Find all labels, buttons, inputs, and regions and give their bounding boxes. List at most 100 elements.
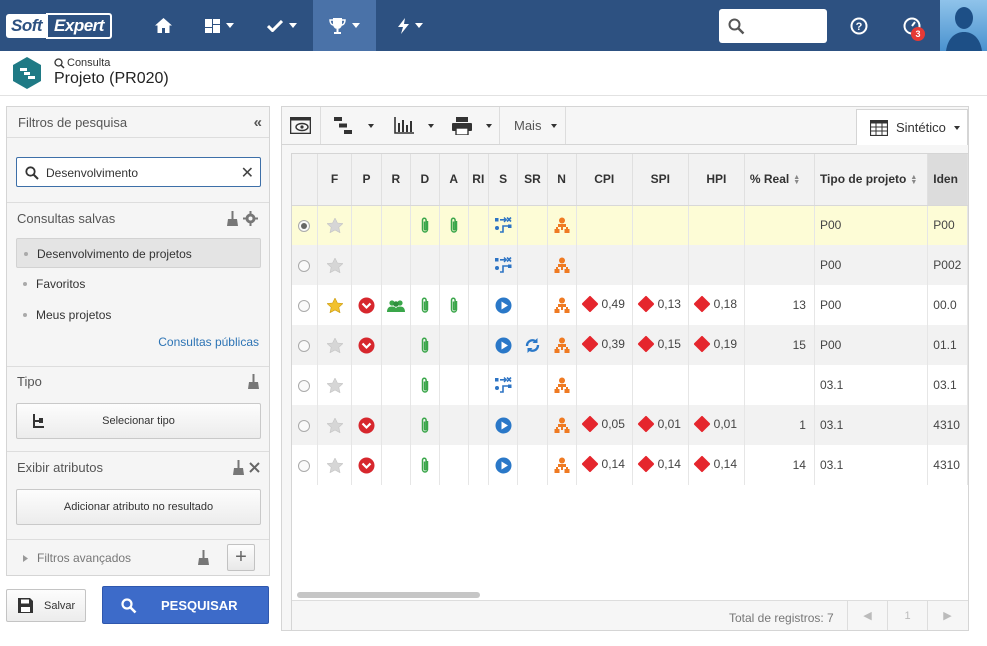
favorite-cell[interactable] [317, 245, 353, 285]
attachments-cell[interactable] [439, 325, 469, 365]
table-row[interactable]: 0,39 0,15 0,19 15 P00 01.1 [292, 325, 968, 365]
row-radio[interactable] [298, 259, 311, 272]
table-row[interactable]: 0,14 0,14 0,14 14 03.1 4310 [292, 445, 968, 485]
add-attribute-button[interactable]: Adicionar atributo no resultado [16, 489, 261, 525]
column-header[interactable]: S [488, 154, 519, 206]
column-header[interactable]: CPI [576, 154, 633, 206]
attachments-cell[interactable] [439, 205, 469, 245]
favorite-cell[interactable] [317, 205, 353, 245]
broom-icon[interactable] [248, 374, 259, 389]
attachment-icon[interactable] [420, 456, 430, 474]
print-button[interactable] [452, 107, 492, 144]
softexpert-logo[interactable]: Soft Expert [6, 12, 112, 39]
advanced-filters[interactable]: Filtros avançados + [7, 541, 269, 575]
row-select[interactable] [292, 405, 318, 445]
gear-icon[interactable] [243, 211, 258, 226]
row-select[interactable] [292, 245, 318, 285]
star-icon[interactable] [326, 377, 343, 393]
star-icon[interactable] [326, 297, 343, 313]
tasks-menu[interactable] [256, 0, 308, 51]
row-radio[interactable] [298, 299, 311, 312]
row-select[interactable] [292, 445, 318, 485]
filter-search-input[interactable]: Desenvolvimento ✕ [16, 157, 261, 187]
row-radio[interactable] [298, 419, 311, 432]
hierarchy-view-button[interactable] [334, 107, 374, 144]
row-select[interactable] [292, 365, 318, 405]
documents-cell[interactable] [410, 325, 440, 365]
broom-icon[interactable] [227, 211, 238, 226]
column-header[interactable]: HPI [688, 154, 745, 206]
avatar[interactable] [940, 0, 987, 51]
notifications-button[interactable] [898, 0, 926, 51]
documents-cell[interactable] [410, 445, 440, 485]
documents-cell[interactable] [410, 285, 440, 325]
attachments-cell[interactable] [439, 245, 469, 285]
star-icon[interactable] [326, 257, 343, 273]
attachment-icon[interactable] [420, 416, 430, 434]
attachments-cell[interactable] [439, 365, 469, 405]
column-header[interactable]: F [317, 154, 353, 206]
star-icon[interactable] [326, 417, 343, 433]
row-select[interactable] [292, 325, 318, 365]
favorite-cell[interactable] [317, 325, 353, 365]
broom-icon[interactable] [198, 550, 209, 565]
attachment-icon[interactable] [449, 296, 459, 314]
column-header[interactable]: D [410, 154, 440, 206]
row-select[interactable] [292, 285, 318, 325]
next-page-button[interactable]: ▶ [927, 601, 967, 630]
favorite-cell[interactable] [317, 285, 353, 325]
attachments-cell[interactable] [439, 285, 469, 325]
chart-button[interactable] [394, 107, 434, 144]
row-radio[interactable] [298, 220, 311, 233]
global-search-input[interactable] [719, 9, 827, 43]
more-button[interactable]: Mais [514, 107, 558, 144]
dashboard-menu[interactable] [194, 0, 244, 51]
star-icon[interactable] [326, 457, 343, 473]
saved-query-item[interactable]: Favoritos [16, 269, 261, 299]
attachments-cell[interactable] [439, 445, 469, 485]
table-row[interactable]: P00 P002 [292, 245, 968, 285]
favorite-cell[interactable] [317, 445, 353, 485]
documents-cell[interactable] [410, 365, 440, 405]
clear-icon[interactable]: ✕ [240, 165, 254, 182]
table-row[interactable]: P00 P00 [292, 205, 968, 245]
table-row[interactable]: 0,49 0,13 0,18 13 P00 00.0 [292, 285, 968, 325]
actions-menu[interactable] [388, 0, 432, 51]
search-button[interactable]: PESQUISAR [102, 586, 269, 624]
attachment-icon[interactable] [449, 217, 459, 234]
column-header[interactable]: P [351, 154, 382, 206]
trophy-menu[interactable] [313, 0, 376, 51]
save-button[interactable]: Salvar [6, 589, 86, 622]
star-icon[interactable] [326, 337, 343, 353]
favorite-cell[interactable] [317, 405, 353, 445]
column-header[interactable]: SPI [632, 154, 689, 206]
home-button[interactable] [146, 0, 180, 51]
column-header[interactable]: N [547, 154, 577, 206]
view-mode-tab[interactable]: Sintético [856, 109, 968, 145]
saved-query-item[interactable]: Meus projetos [16, 300, 261, 330]
horizontal-scrollbar[interactable] [297, 592, 480, 598]
attachment-icon[interactable] [420, 336, 430, 354]
add-filter-button[interactable]: + [227, 544, 255, 571]
row-radio[interactable] [298, 339, 311, 352]
attachment-icon[interactable] [420, 376, 430, 394]
table-row[interactable]: 0,05 0,01 0,01 1 03.1 4310 [292, 405, 968, 445]
column-header[interactable] [292, 154, 318, 206]
column-header[interactable]: Iden [927, 154, 968, 206]
documents-cell[interactable] [410, 405, 440, 445]
attachment-icon[interactable] [420, 296, 430, 314]
column-header[interactable]: % Real ▲ ▼ [744, 154, 815, 206]
attachment-icon[interactable] [420, 217, 430, 234]
row-radio[interactable] [298, 379, 311, 392]
prev-page-button[interactable]: ◀ [847, 601, 887, 630]
attachments-cell[interactable] [439, 405, 469, 445]
column-header[interactable]: RI [468, 154, 490, 206]
row-radio[interactable] [298, 459, 311, 472]
column-header[interactable]: SR [517, 154, 548, 206]
help-button[interactable]: ? [845, 0, 873, 51]
favorite-cell[interactable] [317, 365, 353, 405]
column-header[interactable]: Tipo de projeto ▲ ▼ [814, 154, 929, 206]
saved-query-item[interactable]: Desenvolvimento de projetos [16, 238, 261, 268]
sort-icon[interactable]: ▲ ▼ [793, 174, 801, 187]
column-header[interactable]: A [439, 154, 469, 206]
